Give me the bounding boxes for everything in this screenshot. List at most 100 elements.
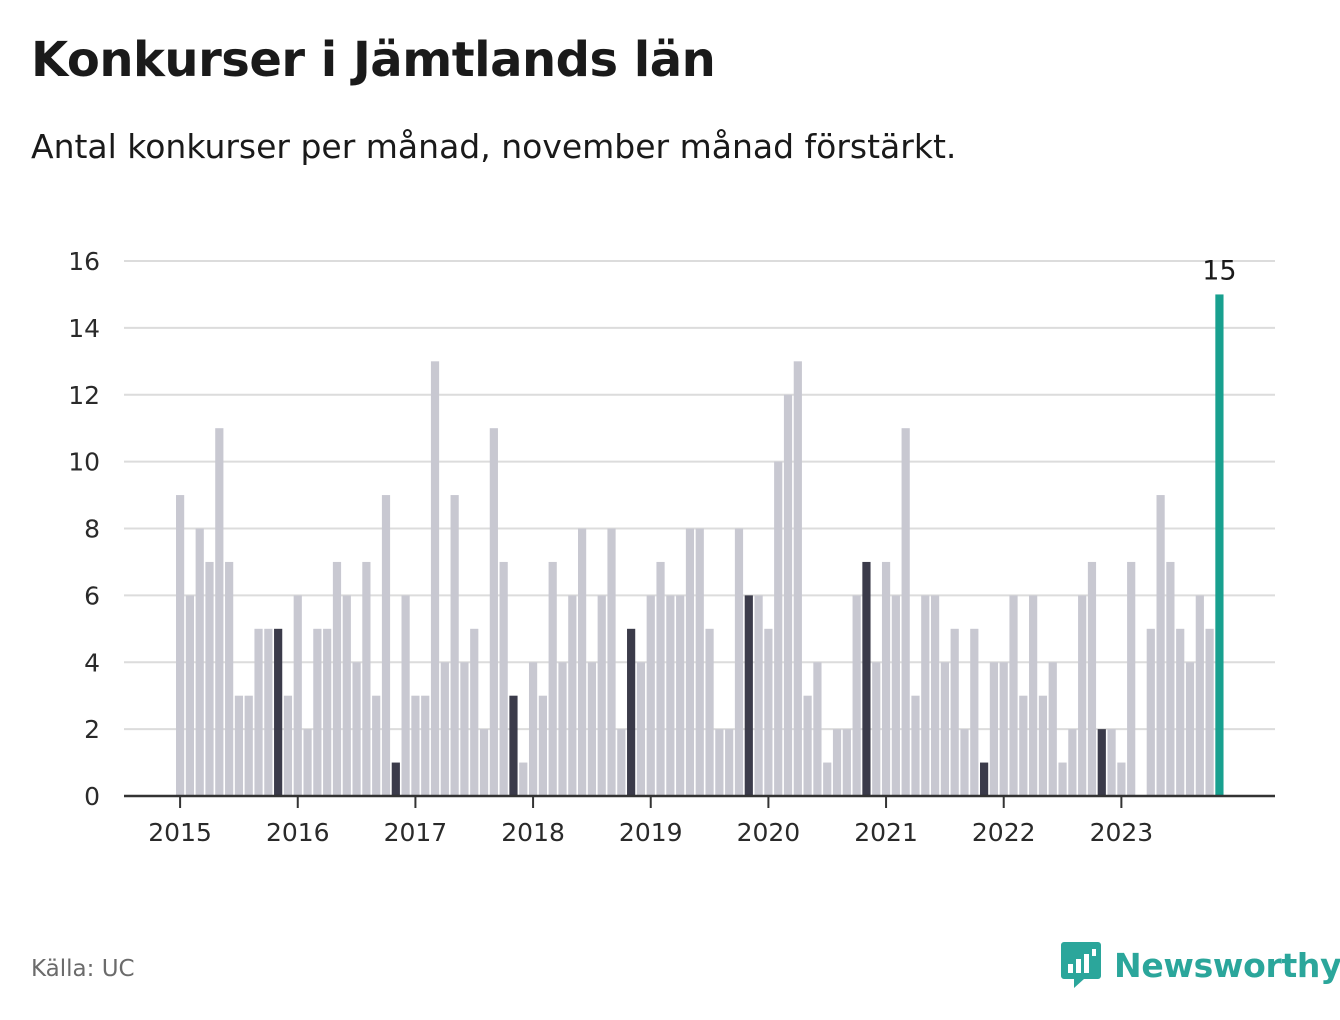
y-tick-label: 2 [84,715,100,744]
bar [764,628,773,796]
bar [617,729,626,797]
bar [528,662,538,796]
bar [715,729,724,797]
source-text: Källa: UC [31,956,135,982]
bar [980,762,989,796]
bar [254,628,263,796]
bar [607,528,616,796]
newsworthy-logo-icon [1061,942,1101,988]
bar [872,662,881,796]
bar [303,729,312,797]
x-tick-label: 2023 [1090,818,1154,847]
bar [470,628,479,796]
bar [519,762,528,796]
bar [1185,662,1195,796]
bar [372,695,381,796]
x-tick-label: 2017 [384,818,448,847]
value-label: 15 [1202,255,1236,286]
x-tick-label: 2022 [972,818,1036,847]
bar [774,461,783,797]
bar [783,394,793,796]
bar [362,561,371,796]
bar [695,528,704,796]
bar [332,561,342,796]
bar [1107,729,1116,797]
y-tick-label: 12 [68,381,100,410]
axes [124,794,1275,808]
bar [676,595,685,797]
brand-name: Newsworthy [1114,945,1340,985]
bar [999,662,1008,796]
x-tick-label: 2016 [266,818,330,847]
bar [323,628,332,796]
bar [901,428,910,796]
bar [205,561,214,796]
bar [881,561,891,796]
bar [264,628,273,796]
bar [1087,561,1097,796]
bar [1048,662,1057,796]
y-tick-label: 10 [68,448,100,477]
tick-labels: 0 2 4 6 8 10 12 14 16 15 2015 2016 2017 2018 2019 2020 2… [68,247,1236,847]
bar [842,729,851,797]
bar [1097,729,1106,797]
chart-subtitle: Antal konkurser per månad, november måna… [31,127,957,166]
bar [989,662,999,796]
bar [813,662,822,796]
x-tick-label: 2015 [148,818,212,847]
bars [176,294,1224,797]
bar [352,662,361,796]
bar [558,662,567,796]
bar [578,528,587,796]
chart-title: Konkurser i Jämtlands län [31,32,716,88]
bar [460,662,469,796]
bar [234,695,244,796]
bar [225,561,234,796]
bar [1176,628,1185,796]
bar [862,561,871,796]
bar [548,561,557,796]
x-tick-label: 2020 [737,818,801,847]
bar [666,595,675,797]
bar [1205,628,1214,796]
bar [509,695,518,796]
bar [627,628,636,796]
y-tick-label: 8 [84,515,100,544]
bar [499,561,508,796]
bar [185,595,195,797]
bar [1029,595,1038,797]
bar [1117,762,1126,796]
x-tick-label: 2021 [854,818,918,847]
bar [176,495,185,796]
bar [1156,495,1165,796]
newsworthy-logo: Newsworthy [1060,940,1340,990]
bar [1068,729,1077,797]
y-tick-label: 0 [84,782,100,811]
bar [803,695,812,796]
bar [450,495,459,796]
bar [891,595,900,797]
bar [283,695,293,796]
bar [440,662,449,796]
bar [597,595,606,797]
y-tick-label: 14 [68,314,100,343]
x-tick-label: 2018 [501,818,565,847]
bar [391,762,400,796]
y-tick-label: 6 [84,581,100,610]
bar [293,595,302,797]
bar [381,495,391,796]
bar [1146,628,1155,796]
bar [587,662,597,796]
bar [411,695,420,796]
bar [342,595,351,797]
bar [911,695,920,796]
bar [960,729,969,797]
bar [646,595,655,797]
bar [568,595,577,797]
bar [940,662,949,796]
bar [313,628,322,796]
bar [1195,595,1204,797]
bar [538,695,547,796]
bar [852,595,861,797]
